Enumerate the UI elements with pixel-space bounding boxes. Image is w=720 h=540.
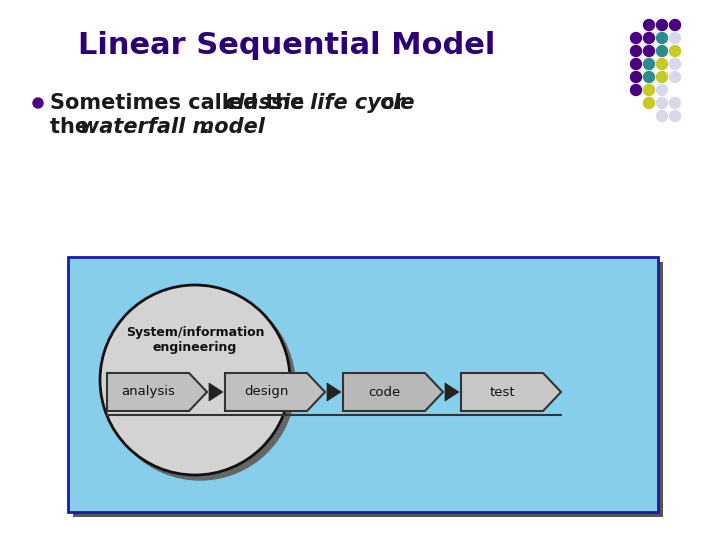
Circle shape xyxy=(657,98,667,109)
Circle shape xyxy=(670,58,680,70)
Circle shape xyxy=(657,45,667,57)
Text: .: . xyxy=(202,117,210,137)
Polygon shape xyxy=(461,373,561,411)
Text: System/information
engineering: System/information engineering xyxy=(126,326,264,354)
FancyBboxPatch shape xyxy=(73,262,663,517)
Circle shape xyxy=(644,84,654,96)
Circle shape xyxy=(670,98,680,109)
Circle shape xyxy=(631,32,642,44)
Polygon shape xyxy=(107,373,207,411)
Circle shape xyxy=(631,84,642,96)
Text: design: design xyxy=(244,386,288,399)
Text: classic life cycle: classic life cycle xyxy=(225,93,415,113)
Circle shape xyxy=(644,71,654,83)
Circle shape xyxy=(657,19,667,30)
Circle shape xyxy=(644,32,654,44)
Polygon shape xyxy=(445,383,459,401)
Polygon shape xyxy=(343,373,443,411)
Polygon shape xyxy=(225,373,325,411)
Circle shape xyxy=(644,45,654,57)
Circle shape xyxy=(631,58,642,70)
Circle shape xyxy=(657,32,667,44)
Circle shape xyxy=(100,285,290,475)
Circle shape xyxy=(657,84,667,96)
Circle shape xyxy=(657,71,667,83)
Circle shape xyxy=(644,19,654,30)
Circle shape xyxy=(631,71,642,83)
Circle shape xyxy=(644,58,654,70)
Text: waterfall model: waterfall model xyxy=(80,117,265,137)
Circle shape xyxy=(670,32,680,44)
Text: the: the xyxy=(50,117,96,137)
Circle shape xyxy=(670,45,680,57)
Circle shape xyxy=(657,58,667,70)
Circle shape xyxy=(33,98,43,108)
Circle shape xyxy=(657,111,667,122)
Circle shape xyxy=(105,290,295,480)
Polygon shape xyxy=(209,383,223,401)
Circle shape xyxy=(631,45,642,57)
Text: Linear Sequential Model: Linear Sequential Model xyxy=(78,30,495,59)
Text: or: or xyxy=(373,93,405,113)
Circle shape xyxy=(670,71,680,83)
Text: code: code xyxy=(368,386,400,399)
Text: Sometimes called the: Sometimes called the xyxy=(50,93,312,113)
Circle shape xyxy=(670,111,680,122)
Circle shape xyxy=(670,19,680,30)
FancyBboxPatch shape xyxy=(68,257,658,512)
Text: test: test xyxy=(489,386,515,399)
Circle shape xyxy=(644,98,654,109)
Polygon shape xyxy=(327,383,341,401)
Text: analysis: analysis xyxy=(121,386,175,399)
